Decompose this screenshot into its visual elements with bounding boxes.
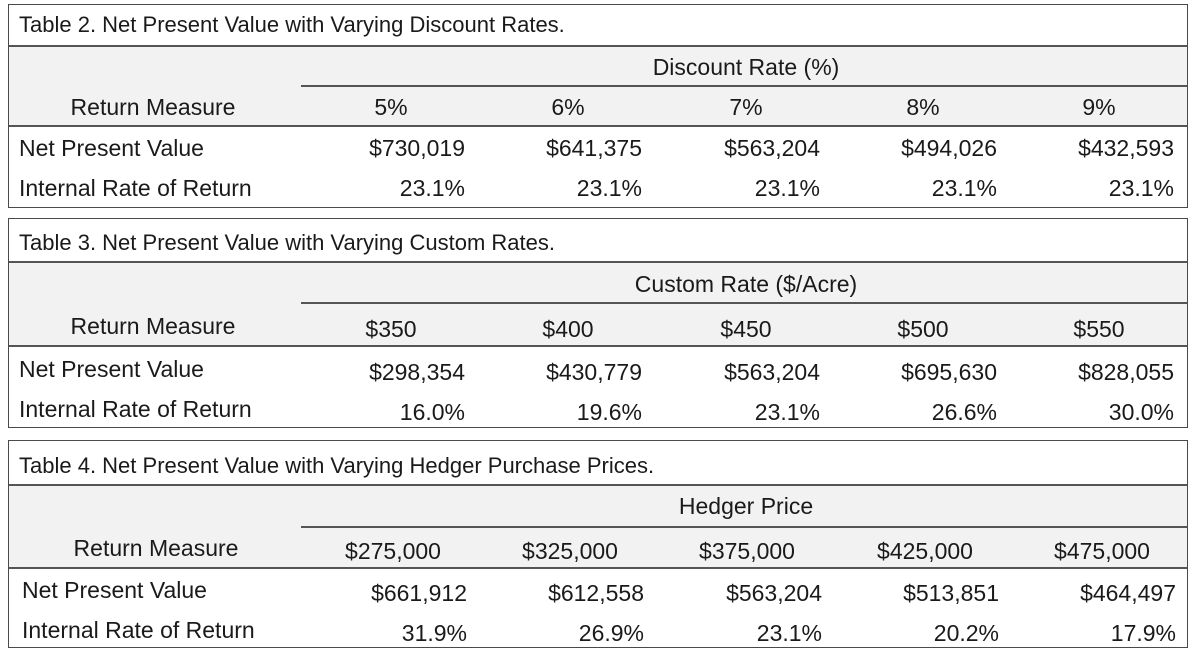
group-header-rule [301,85,1187,87]
table-cell: $563,204 [724,359,820,385]
table-cell: $563,204 [724,135,820,161]
table-caption: Table 4. Net Present Value with Varying … [19,453,655,478]
table-cell: 23.1% [754,399,820,425]
group-header-rule [301,302,1187,304]
row-label: Internal Rate of Return [19,175,252,201]
table-cell: $513,851 [903,580,999,606]
table-cell: 26.9% [578,620,644,646]
column-header: $425,000 [877,538,973,564]
group-header-rule [301,526,1187,528]
column-header: 7% [729,94,763,120]
table-cell: $661,912 [371,580,467,606]
table-cell: $464,497 [1080,580,1176,606]
column-header: $325,000 [522,538,618,564]
group-header: Hedger Price [678,493,814,519]
caption-rule [9,261,1187,263]
column-header: $450 [720,316,772,342]
table-3: Table 3. Net Present Value with Varying … [8,218,1188,428]
column-header: $275,000 [345,538,441,564]
table-cell: 23.1% [1108,175,1174,201]
table-cell: 20.2% [933,620,999,646]
row-label: Internal Rate of Return [19,396,252,422]
table-cell: $430,779 [546,359,642,385]
row-label: Net Present Value [22,577,207,603]
table-cell: $432,593 [1078,135,1174,161]
caption-rule [9,484,1187,486]
column-header: $500 [897,316,949,342]
group-header: Custom Rate ($/Acre) [634,271,858,297]
table-cell: $298,354 [369,359,465,385]
table-cell: 23.1% [931,175,997,201]
table-caption: Table 2. Net Present Value with Varying … [19,12,565,37]
column-header: $375,000 [699,538,795,564]
table-cell: $494,026 [901,135,997,161]
table-cell: $612,558 [548,580,644,606]
table-cell: 16.0% [399,399,465,425]
header-rule [9,567,1187,569]
table-header-band [9,261,1187,346]
table-cell: 31.9% [401,620,467,646]
group-header: Discount Rate (%) [652,54,840,80]
column-header: 8% [906,94,940,120]
table-cell: 17.9% [1110,620,1176,646]
table-cell: $695,630 [901,359,997,385]
table-cell: 26.6% [931,399,997,425]
table-cell: 23.1% [399,175,465,201]
column-header: $400 [542,316,594,342]
row-header: Return Measure [70,313,236,339]
row-label: Net Present Value [19,356,204,382]
caption-rule [9,45,1187,47]
table-cell: $730,019 [369,135,465,161]
column-header: $350 [365,316,417,342]
table-4: Table 4. Net Present Value with Varying … [8,440,1188,648]
table-cell: 19.6% [576,399,642,425]
table-cell: 30.0% [1108,399,1174,425]
table-cell: $828,055 [1078,359,1174,385]
table-caption: Table 3. Net Present Value with Varying … [19,230,555,255]
column-header: 9% [1082,94,1116,120]
header-rule [9,125,1187,127]
header-rule [9,345,1187,347]
table-cell: 23.1% [756,620,822,646]
row-header: Return Measure [73,535,239,561]
row-header: Return Measure [70,94,236,120]
table-cell: $563,204 [726,580,822,606]
table-cell: $641,375 [546,135,642,161]
column-header: $475,000 [1054,538,1150,564]
column-header: 6% [551,94,585,120]
row-label: Internal Rate of Return [22,617,255,643]
column-header: 5% [374,94,408,120]
column-header: $550 [1073,316,1125,342]
table-cell: 23.1% [576,175,642,201]
row-label: Net Present Value [19,135,204,161]
table-cell: 23.1% [754,175,820,201]
table-2: Table 2. Net Present Value with Varying … [8,4,1188,208]
